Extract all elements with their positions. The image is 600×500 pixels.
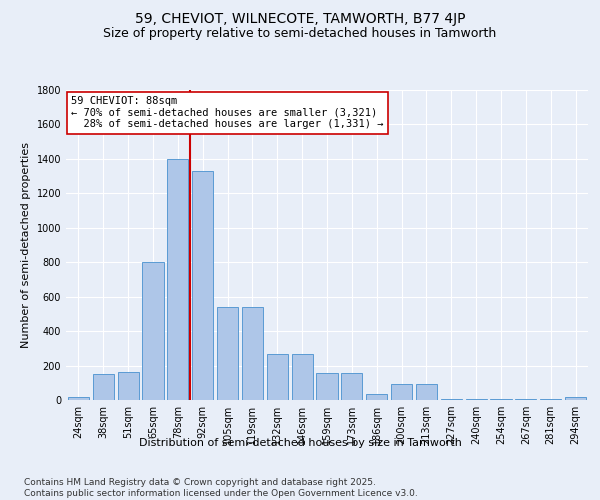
Bar [466,399,487,400]
Bar [292,354,313,400]
Bar [565,398,586,400]
Bar [366,394,387,400]
Bar [341,374,362,400]
Bar [391,384,412,400]
Bar [142,262,164,400]
Bar [441,399,462,400]
Bar [118,372,139,400]
Text: 59 CHEVIOT: 88sqm
← 70% of semi-detached houses are smaller (3,321)
  28% of sem: 59 CHEVIOT: 88sqm ← 70% of semi-detached… [71,96,384,130]
Bar [490,399,512,400]
Text: Contains HM Land Registry data © Crown copyright and database right 2025.
Contai: Contains HM Land Registry data © Crown c… [24,478,418,498]
Bar [242,307,263,400]
Text: Size of property relative to semi-detached houses in Tamworth: Size of property relative to semi-detach… [103,28,497,40]
Text: 59, CHEVIOT, WILNECOTE, TAMWORTH, B77 4JP: 59, CHEVIOT, WILNECOTE, TAMWORTH, B77 4J… [135,12,465,26]
Y-axis label: Number of semi-detached properties: Number of semi-detached properties [21,142,31,348]
Bar [540,399,561,400]
Bar [93,374,114,400]
Bar [416,384,437,400]
Bar [68,398,89,400]
Bar [515,399,536,400]
Bar [267,354,288,400]
Bar [192,171,213,400]
Bar [316,374,338,400]
Text: Distribution of semi-detached houses by size in Tamworth: Distribution of semi-detached houses by … [139,438,461,448]
Bar [167,159,188,400]
Bar [217,307,238,400]
